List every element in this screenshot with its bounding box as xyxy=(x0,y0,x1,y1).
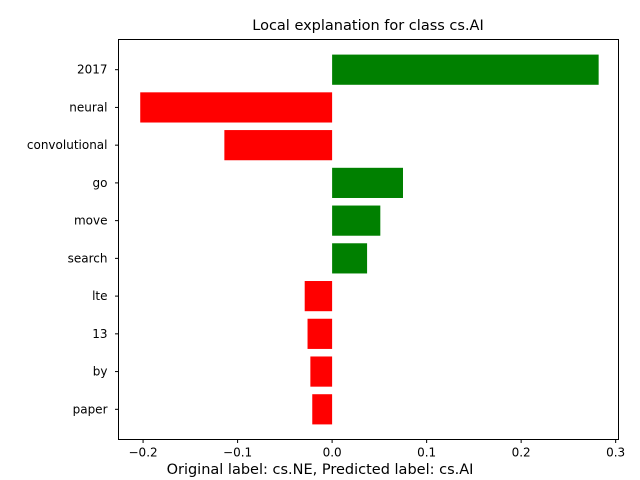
y-tick-label: convolutional xyxy=(27,138,108,152)
x-tick-label: 0.1 xyxy=(417,446,436,460)
chart-title: Local explanation for class cs.AI xyxy=(252,18,484,34)
bar-2017 xyxy=(332,54,599,85)
bar-lte xyxy=(304,281,333,312)
x-tick-label: −0.2 xyxy=(129,446,158,460)
bar-convolutional xyxy=(224,130,333,161)
x-tick-label: 0.0 xyxy=(323,446,342,460)
x-tick-label: 0.2 xyxy=(512,446,531,460)
axes-frame xyxy=(118,39,619,440)
bar-13 xyxy=(307,318,333,349)
bar-go xyxy=(332,167,403,198)
y-tick-label: move xyxy=(74,214,108,228)
y-axis: 2017 neural convolutional go move search lte 13… xyxy=(27,63,119,416)
y-tick-label: neural xyxy=(69,100,107,114)
bar-by xyxy=(310,356,333,387)
x-tick-label: 0.3 xyxy=(606,446,625,460)
y-tick-label: lte xyxy=(92,289,107,303)
bar-paper xyxy=(312,394,333,425)
chart-caption: Original label: cs.NE, Predicted label: … xyxy=(167,462,474,478)
y-tick-label: by xyxy=(93,365,108,379)
bar-neural xyxy=(140,92,333,123)
y-tick-label: 13 xyxy=(92,327,107,341)
bar-move xyxy=(332,205,381,236)
x-tick-label: −0.1 xyxy=(223,446,252,460)
y-tick-label: paper xyxy=(73,402,108,416)
y-tick-label: 2017 xyxy=(77,63,108,77)
y-tick-label: search xyxy=(68,251,108,265)
bar-search xyxy=(332,243,368,274)
y-tick-label: go xyxy=(93,176,108,190)
bars-layer xyxy=(140,54,599,425)
x-axis: −0.2 −0.1 0.0 0.1 0.2 0.3 xyxy=(129,439,625,460)
